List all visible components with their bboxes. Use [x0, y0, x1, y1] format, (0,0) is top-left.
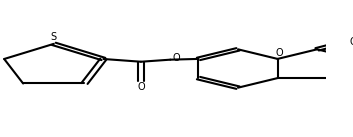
Text: O: O [275, 48, 283, 58]
Text: S: S [51, 32, 57, 42]
Text: O: O [137, 82, 145, 92]
Text: O: O [172, 53, 180, 63]
Text: O: O [350, 37, 353, 47]
